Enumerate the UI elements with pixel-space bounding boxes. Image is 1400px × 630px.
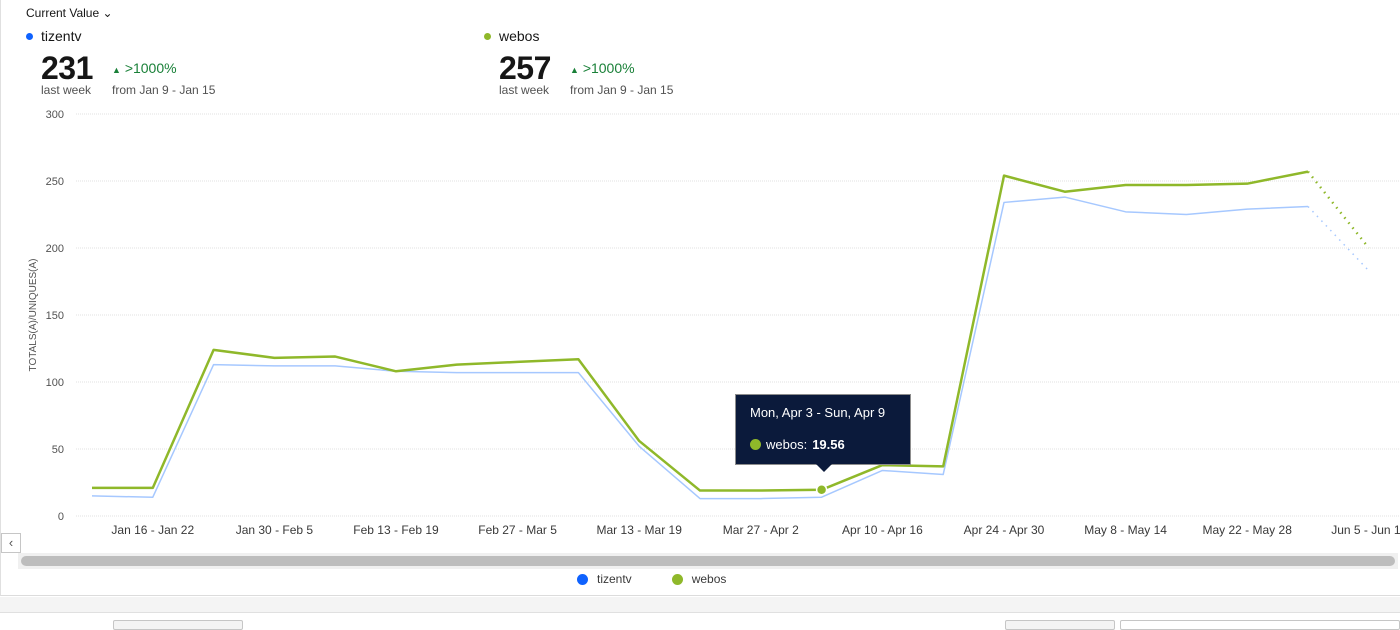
x-tick-label: Jun 5 - Jun 11 [1331, 523, 1400, 537]
change-from: from Jan 9 - Jan 15 [112, 83, 216, 97]
change-value: >1000% [582, 60, 635, 76]
chart-panel: Current Value ⌄ tizentv 231 last week ▲ … [0, 0, 1400, 596]
current-value: 257 [499, 50, 551, 86]
x-tick-label: Apr 10 - Apr 16 [842, 523, 923, 537]
x-tick-label: Feb 27 - Mar 5 [478, 523, 557, 537]
legend-label: webos [691, 572, 727, 586]
tooltip-value: 19.56 [812, 437, 845, 452]
y-tick-label: 100 [46, 377, 64, 389]
series-line-webos [92, 170, 1309, 492]
tooltip-title: Mon, Apr 3 - Sun, Apr 9 [750, 405, 886, 420]
legend-item-tizentv[interactable]: tizentv [577, 572, 632, 586]
y-tick-label: 250 [46, 176, 64, 188]
x-tick-label: May 8 - May 14 [1084, 523, 1167, 537]
x-tick-label: Jan 16 - Jan 22 [111, 523, 194, 537]
y-axis-label: TOTALS(A)/UNIQUES(A) [28, 259, 39, 372]
x-tick-label: Apr 24 - Apr 30 [964, 523, 1045, 537]
y-tick-label: 150 [46, 310, 64, 322]
y-tick-label: 50 [52, 444, 64, 456]
legend-dot-icon [671, 573, 683, 585]
y-tick-label: 200 [46, 243, 64, 255]
y-tick-label: 0 [58, 511, 64, 523]
change-value: >1000% [124, 60, 177, 76]
x-tick-label: Feb 13 - Feb 19 [353, 523, 439, 537]
x-tick-label: Jan 30 - Feb 5 [236, 523, 314, 537]
scroll-left-button[interactable]: ‹ [1, 533, 21, 553]
series-line-tizentv [91, 196, 1309, 500]
footer-button[interactable] [113, 620, 243, 630]
metric-selector[interactable]: Current Value ⌄ [26, 6, 113, 20]
series-name: tizentv [41, 28, 82, 44]
series-dot-icon [750, 439, 761, 450]
chevron-down-icon: ⌄ [102, 6, 113, 20]
footer-bar [0, 597, 1400, 613]
up-arrow-icon: ▲ [112, 65, 121, 75]
y-tick-label: 300 [46, 109, 64, 121]
current-value: 231 [41, 50, 93, 86]
legend-item-webos[interactable]: webos [671, 572, 727, 586]
x-tick-label: Mar 13 - Mar 19 [597, 523, 683, 537]
hover-point [815, 484, 828, 496]
change: ▲ >1000% [570, 60, 635, 76]
legend-label: tizentv [597, 572, 632, 586]
summary-webos: webos 257 last week ▲ >1000% from Jan 9 … [484, 28, 673, 97]
tooltip-series: webos: [766, 437, 808, 452]
period-label: last week [41, 83, 92, 97]
series-incomplete-tizentv [1307, 205, 1370, 272]
period-label: last week [499, 83, 550, 97]
horizontal-scrollbar[interactable] [18, 553, 1398, 569]
series-dot-icon [26, 32, 33, 40]
scrollbar-thumb[interactable] [21, 556, 1395, 566]
series-name: webos [499, 28, 540, 44]
metric-selector-label: Current Value [26, 6, 100, 20]
tooltip: Mon, Apr 3 - Sun, Apr 9 webos: 19.56 [735, 394, 911, 472]
up-arrow-icon: ▲ [570, 65, 579, 75]
footer-field[interactable] [1120, 620, 1400, 630]
series-incomplete-webos [1307, 170, 1370, 249]
footer-button[interactable] [1005, 620, 1115, 630]
change-from: from Jan 9 - Jan 15 [570, 83, 674, 97]
series-dot-icon [484, 32, 491, 40]
summary-tizentv: tizentv 231 last week ▲ >1000% from Jan … [26, 28, 215, 97]
change: ▲ >1000% [112, 60, 177, 76]
legend: tizentv webos [577, 572, 726, 586]
x-tick-label: Mar 27 - Apr 2 [723, 523, 799, 537]
x-tick-label: May 22 - May 28 [1203, 523, 1293, 537]
legend-dot-icon [577, 573, 588, 585]
line-chart: 0 50 100 150 200 250 300 TOTALS(A)/UNIQUES(A) Ja… [28, 109, 1400, 537]
